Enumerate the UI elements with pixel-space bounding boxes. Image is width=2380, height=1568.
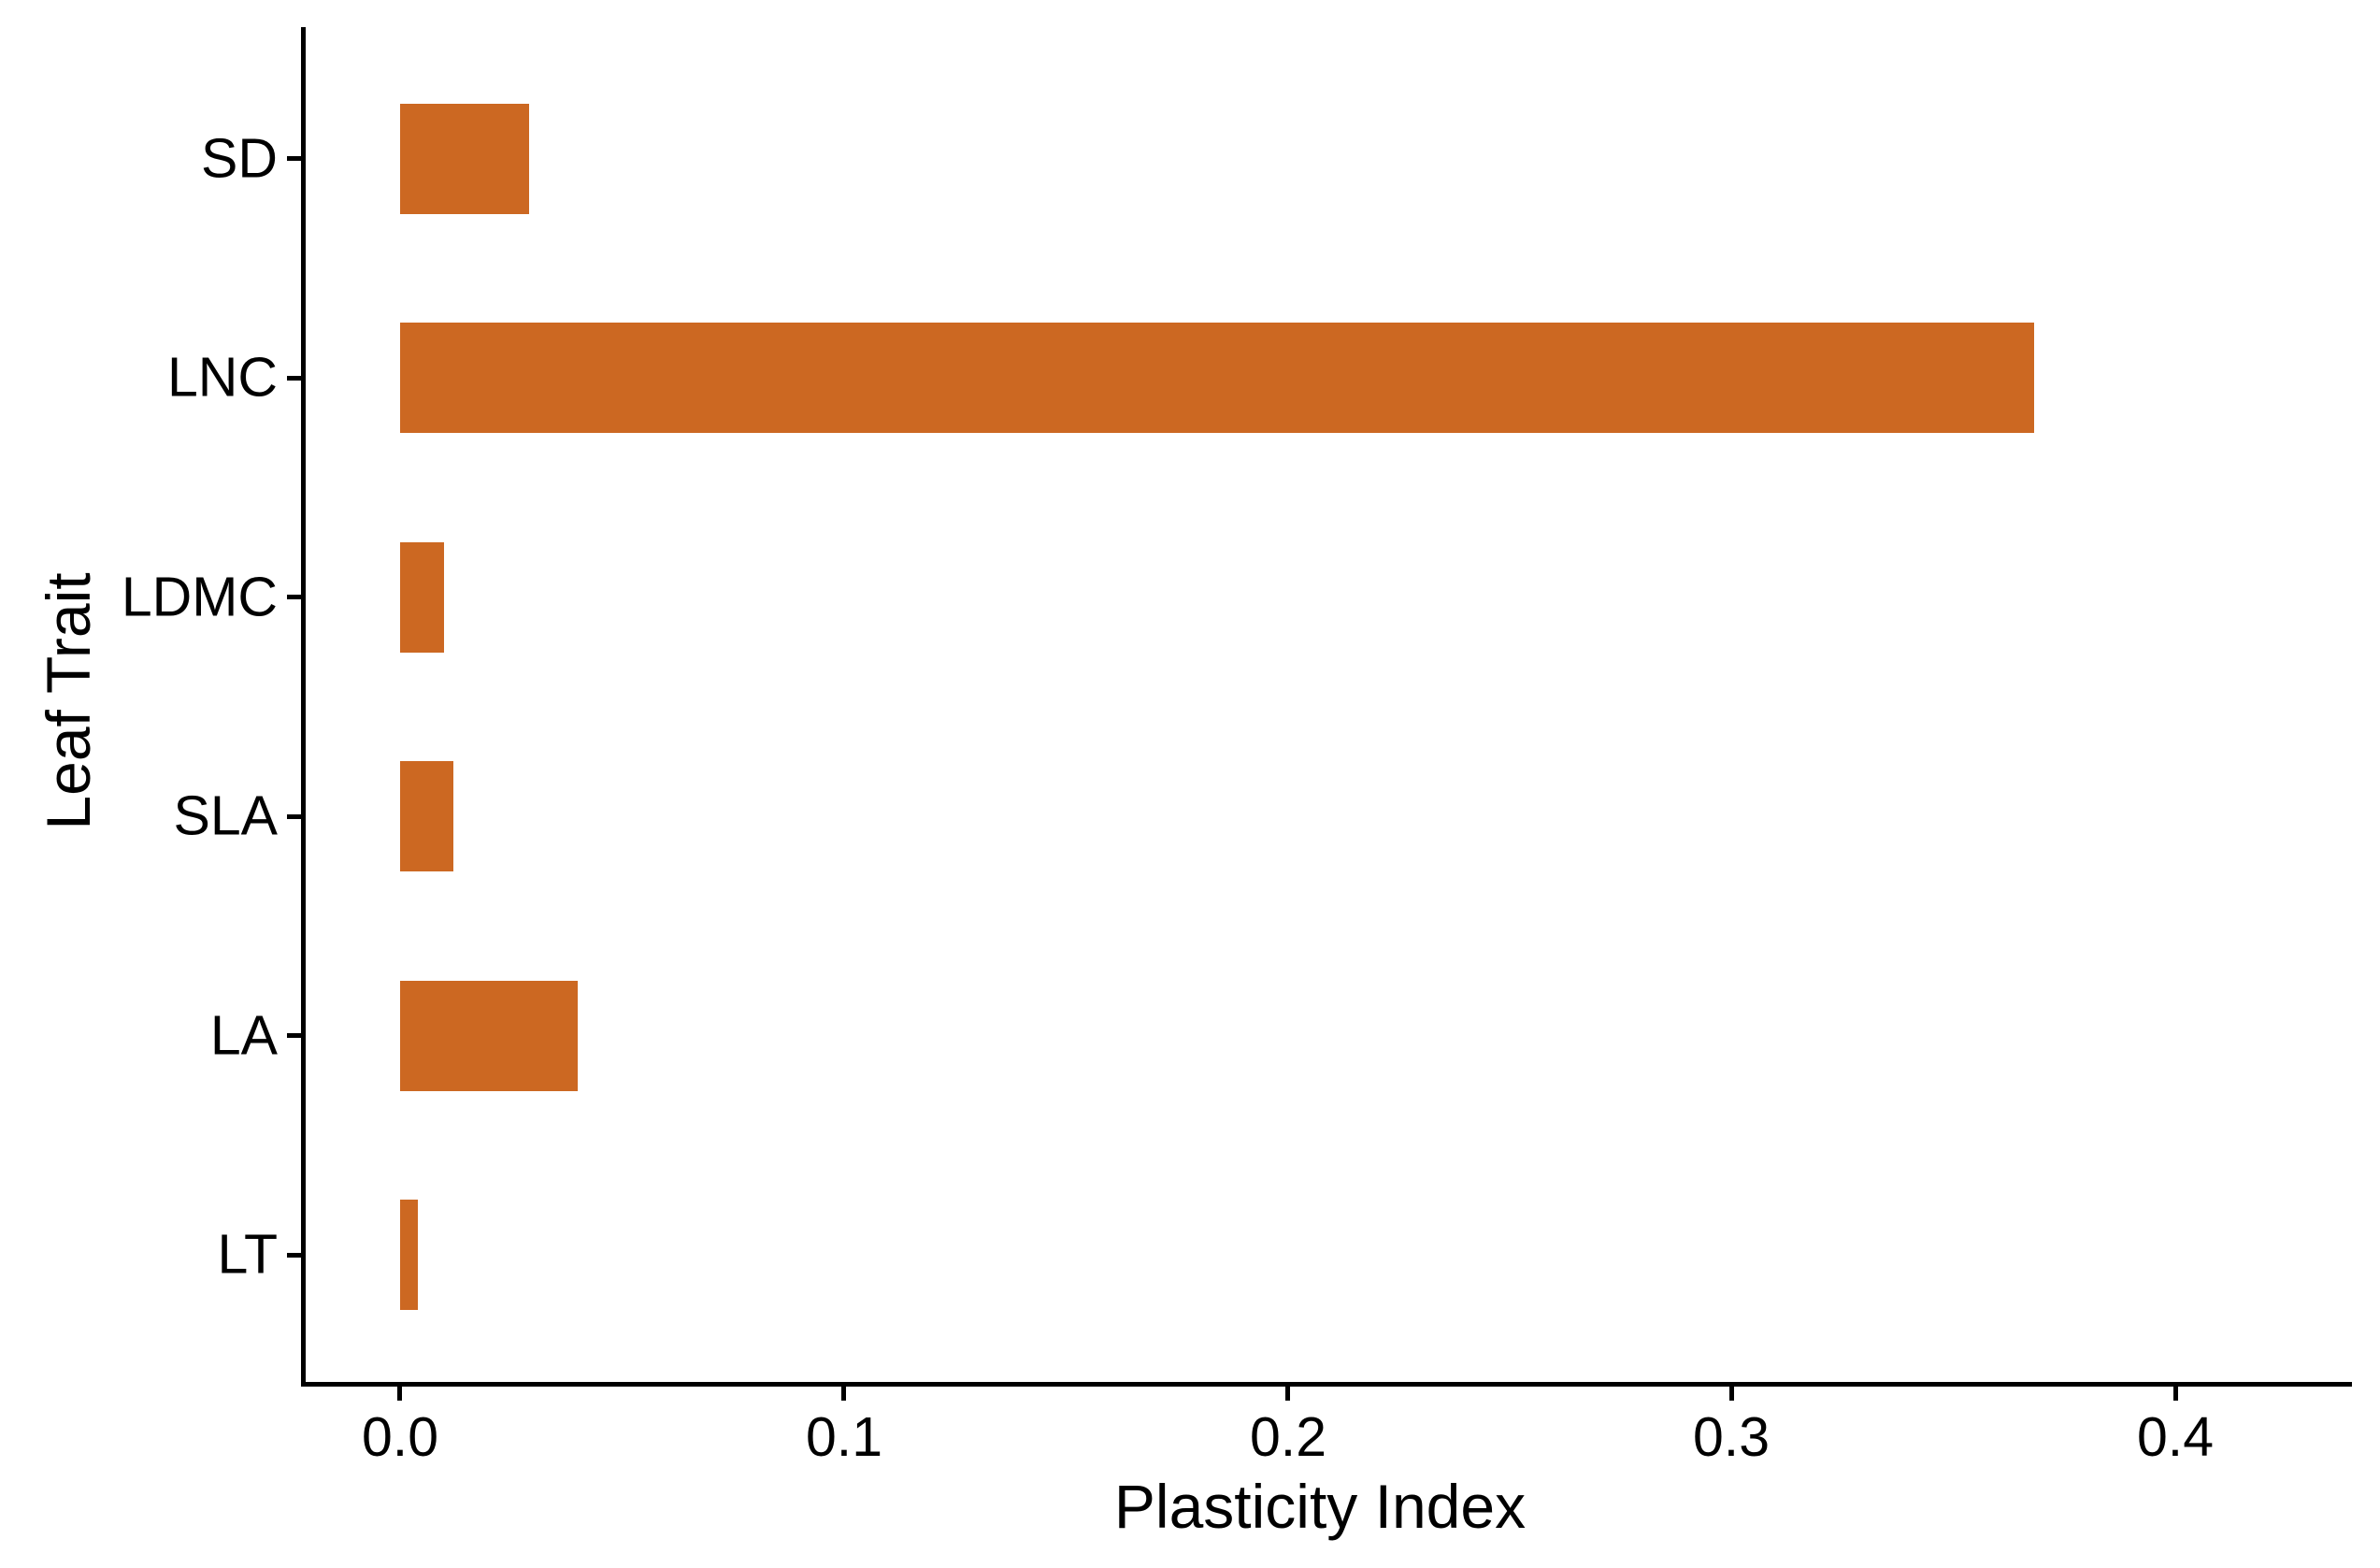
y-tick-label-sla: SLA (173, 784, 278, 847)
y-tick-mark-la (287, 1033, 301, 1038)
x-tick-label-0.2: 0.2 (1249, 1406, 1327, 1468)
x-tick-label-0.0: 0.0 (361, 1406, 439, 1468)
y-tick-mark-lt (287, 1253, 301, 1258)
x-tick-mark-0.2 (1285, 1387, 1290, 1401)
x-tick-mark-0.3 (1729, 1387, 1734, 1401)
x-tick-mark-0.0 (397, 1387, 402, 1401)
y-axis-line (301, 27, 306, 1387)
x-tick-label-0.1: 0.1 (805, 1406, 883, 1468)
y-tick-mark-lnc (287, 376, 301, 381)
bar-sd (399, 104, 529, 214)
y-tick-label-lt: LT (217, 1223, 278, 1286)
x-tick-mark-0.1 (841, 1387, 846, 1401)
x-tick-mark-0.4 (2173, 1387, 2178, 1401)
x-tick-label-0.3: 0.3 (1692, 1406, 1771, 1468)
y-tick-label-la: LA (209, 1004, 278, 1067)
y-tick-mark-sla (287, 814, 301, 819)
bar-lt (399, 1200, 418, 1310)
y-tick-label-ldmc: LDMC (121, 566, 278, 628)
y-tick-label-sd: SD (201, 127, 278, 190)
x-axis-title: Plasticity Index (1113, 1472, 1527, 1541)
y-tick-label-lnc: LNC (166, 346, 278, 409)
bar-ldmc (399, 542, 444, 653)
bar-la (399, 981, 578, 1091)
bar-sla (399, 761, 453, 871)
y-tick-mark-sd (287, 156, 301, 161)
bar-lnc (399, 323, 2034, 433)
x-tick-label-0.4: 0.4 (2136, 1406, 2215, 1468)
y-tick-mark-ldmc (287, 595, 301, 599)
x-axis-line (301, 1382, 2352, 1387)
